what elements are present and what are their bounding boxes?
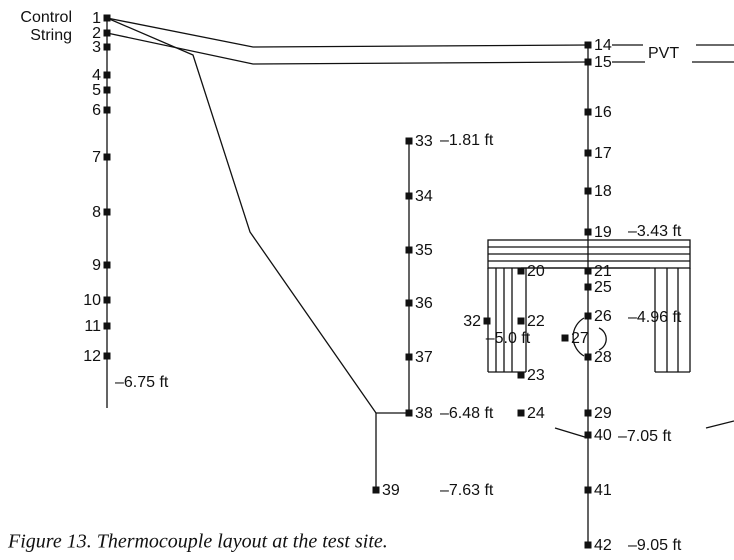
node-label: 14 xyxy=(594,37,612,54)
node-label: 34 xyxy=(415,188,433,205)
depth-label: –6.48 ft xyxy=(440,405,494,422)
node-label: 27 xyxy=(571,330,589,347)
node-label: 26 xyxy=(594,308,612,325)
node-label: 41 xyxy=(594,482,612,499)
thermocouple xyxy=(405,137,413,145)
thermocouple xyxy=(103,71,111,79)
thermocouple xyxy=(405,246,413,254)
depth-label: –9.05 ft xyxy=(628,537,682,554)
thermocouple xyxy=(517,317,525,325)
node-label: 21 xyxy=(594,263,612,280)
thermocouple xyxy=(584,353,592,361)
thermocouple xyxy=(584,409,592,417)
node-label: 9 xyxy=(92,257,101,274)
node-label: 10 xyxy=(83,292,101,309)
thermocouple xyxy=(584,283,592,291)
thermocouple xyxy=(103,352,111,360)
node-label: 2 xyxy=(92,25,101,42)
node-label: 7 xyxy=(92,149,101,166)
depth-label: –5.0 ft xyxy=(486,330,531,347)
node-label: 38 xyxy=(415,405,433,422)
node-label: 39 xyxy=(382,482,400,499)
thermocouple xyxy=(584,187,592,195)
thermocouple xyxy=(517,371,525,379)
thermocouple xyxy=(103,322,111,330)
node-label: 1 xyxy=(92,10,101,27)
thermocouple xyxy=(584,267,592,275)
node-label: 11 xyxy=(84,318,101,335)
thermocouple xyxy=(372,486,380,494)
node-label: 36 xyxy=(415,295,433,312)
thermocouple xyxy=(561,334,569,342)
thermocouple xyxy=(584,108,592,116)
thermocouple xyxy=(584,312,592,320)
node-label: 25 xyxy=(594,279,612,296)
thermocouple xyxy=(103,86,111,94)
node-label: 29 xyxy=(594,405,612,422)
thermocouple xyxy=(103,14,111,22)
thermocouple xyxy=(103,296,111,304)
string-label: Control xyxy=(20,9,72,26)
thermocouple xyxy=(584,431,592,439)
thermocouple xyxy=(103,153,111,161)
thermocouple xyxy=(405,299,413,307)
thermocouple xyxy=(405,192,413,200)
thermocouple xyxy=(103,261,111,269)
node-label: 37 xyxy=(415,349,433,366)
thermocouple xyxy=(584,149,592,157)
node-label: 33 xyxy=(415,133,433,150)
string-label: String xyxy=(30,27,72,44)
depth-label: –4.96 ft xyxy=(628,309,682,326)
node-label: 3 xyxy=(92,39,101,56)
pvt-label: PVT xyxy=(648,45,679,62)
thermocouple xyxy=(103,29,111,37)
thermocouple xyxy=(483,317,491,325)
depth-label: –3.43 ft xyxy=(628,223,682,240)
cables xyxy=(106,17,734,545)
thermocouple xyxy=(517,267,525,275)
node-label: 24 xyxy=(527,405,545,422)
thermocouple xyxy=(517,409,525,417)
node-label: 5 xyxy=(92,82,101,99)
thermocouple xyxy=(584,58,592,66)
node-label: 17 xyxy=(594,145,612,162)
thermocouple xyxy=(584,486,592,494)
node-label: 8 xyxy=(92,204,101,221)
depth-label: –1.81 ft xyxy=(440,132,494,149)
depth-label: –6.75 ft xyxy=(115,374,169,391)
caption: Figure 13. Thermocouple layout at the te… xyxy=(7,531,388,553)
node-label: 12 xyxy=(83,348,101,365)
node-label: 35 xyxy=(415,242,433,259)
thermocouple xyxy=(103,208,111,216)
node-label: 22 xyxy=(527,313,545,330)
node-label: 20 xyxy=(527,263,545,280)
thermocouple xyxy=(584,41,592,49)
node-label: 6 xyxy=(92,102,101,119)
node-label: 18 xyxy=(594,183,612,200)
thermocouple xyxy=(103,43,111,51)
node-label: 40 xyxy=(594,427,612,444)
node-label: 28 xyxy=(594,349,612,366)
thermocouple xyxy=(584,228,592,236)
node-label: 19 xyxy=(594,224,612,241)
thermocouple xyxy=(584,541,592,549)
node-label: 4 xyxy=(92,67,101,84)
thermocouple xyxy=(405,409,413,417)
thermocouple xyxy=(405,353,413,361)
node-label: 42 xyxy=(594,537,612,554)
depth-label: –7.63 ft xyxy=(440,482,494,499)
depth-label: –7.05 ft xyxy=(618,428,672,445)
node-label: 32 xyxy=(463,313,481,330)
thermocouple xyxy=(103,106,111,114)
node-label: 23 xyxy=(527,367,545,384)
node-label: 15 xyxy=(594,54,612,71)
node-label: 16 xyxy=(594,104,612,121)
